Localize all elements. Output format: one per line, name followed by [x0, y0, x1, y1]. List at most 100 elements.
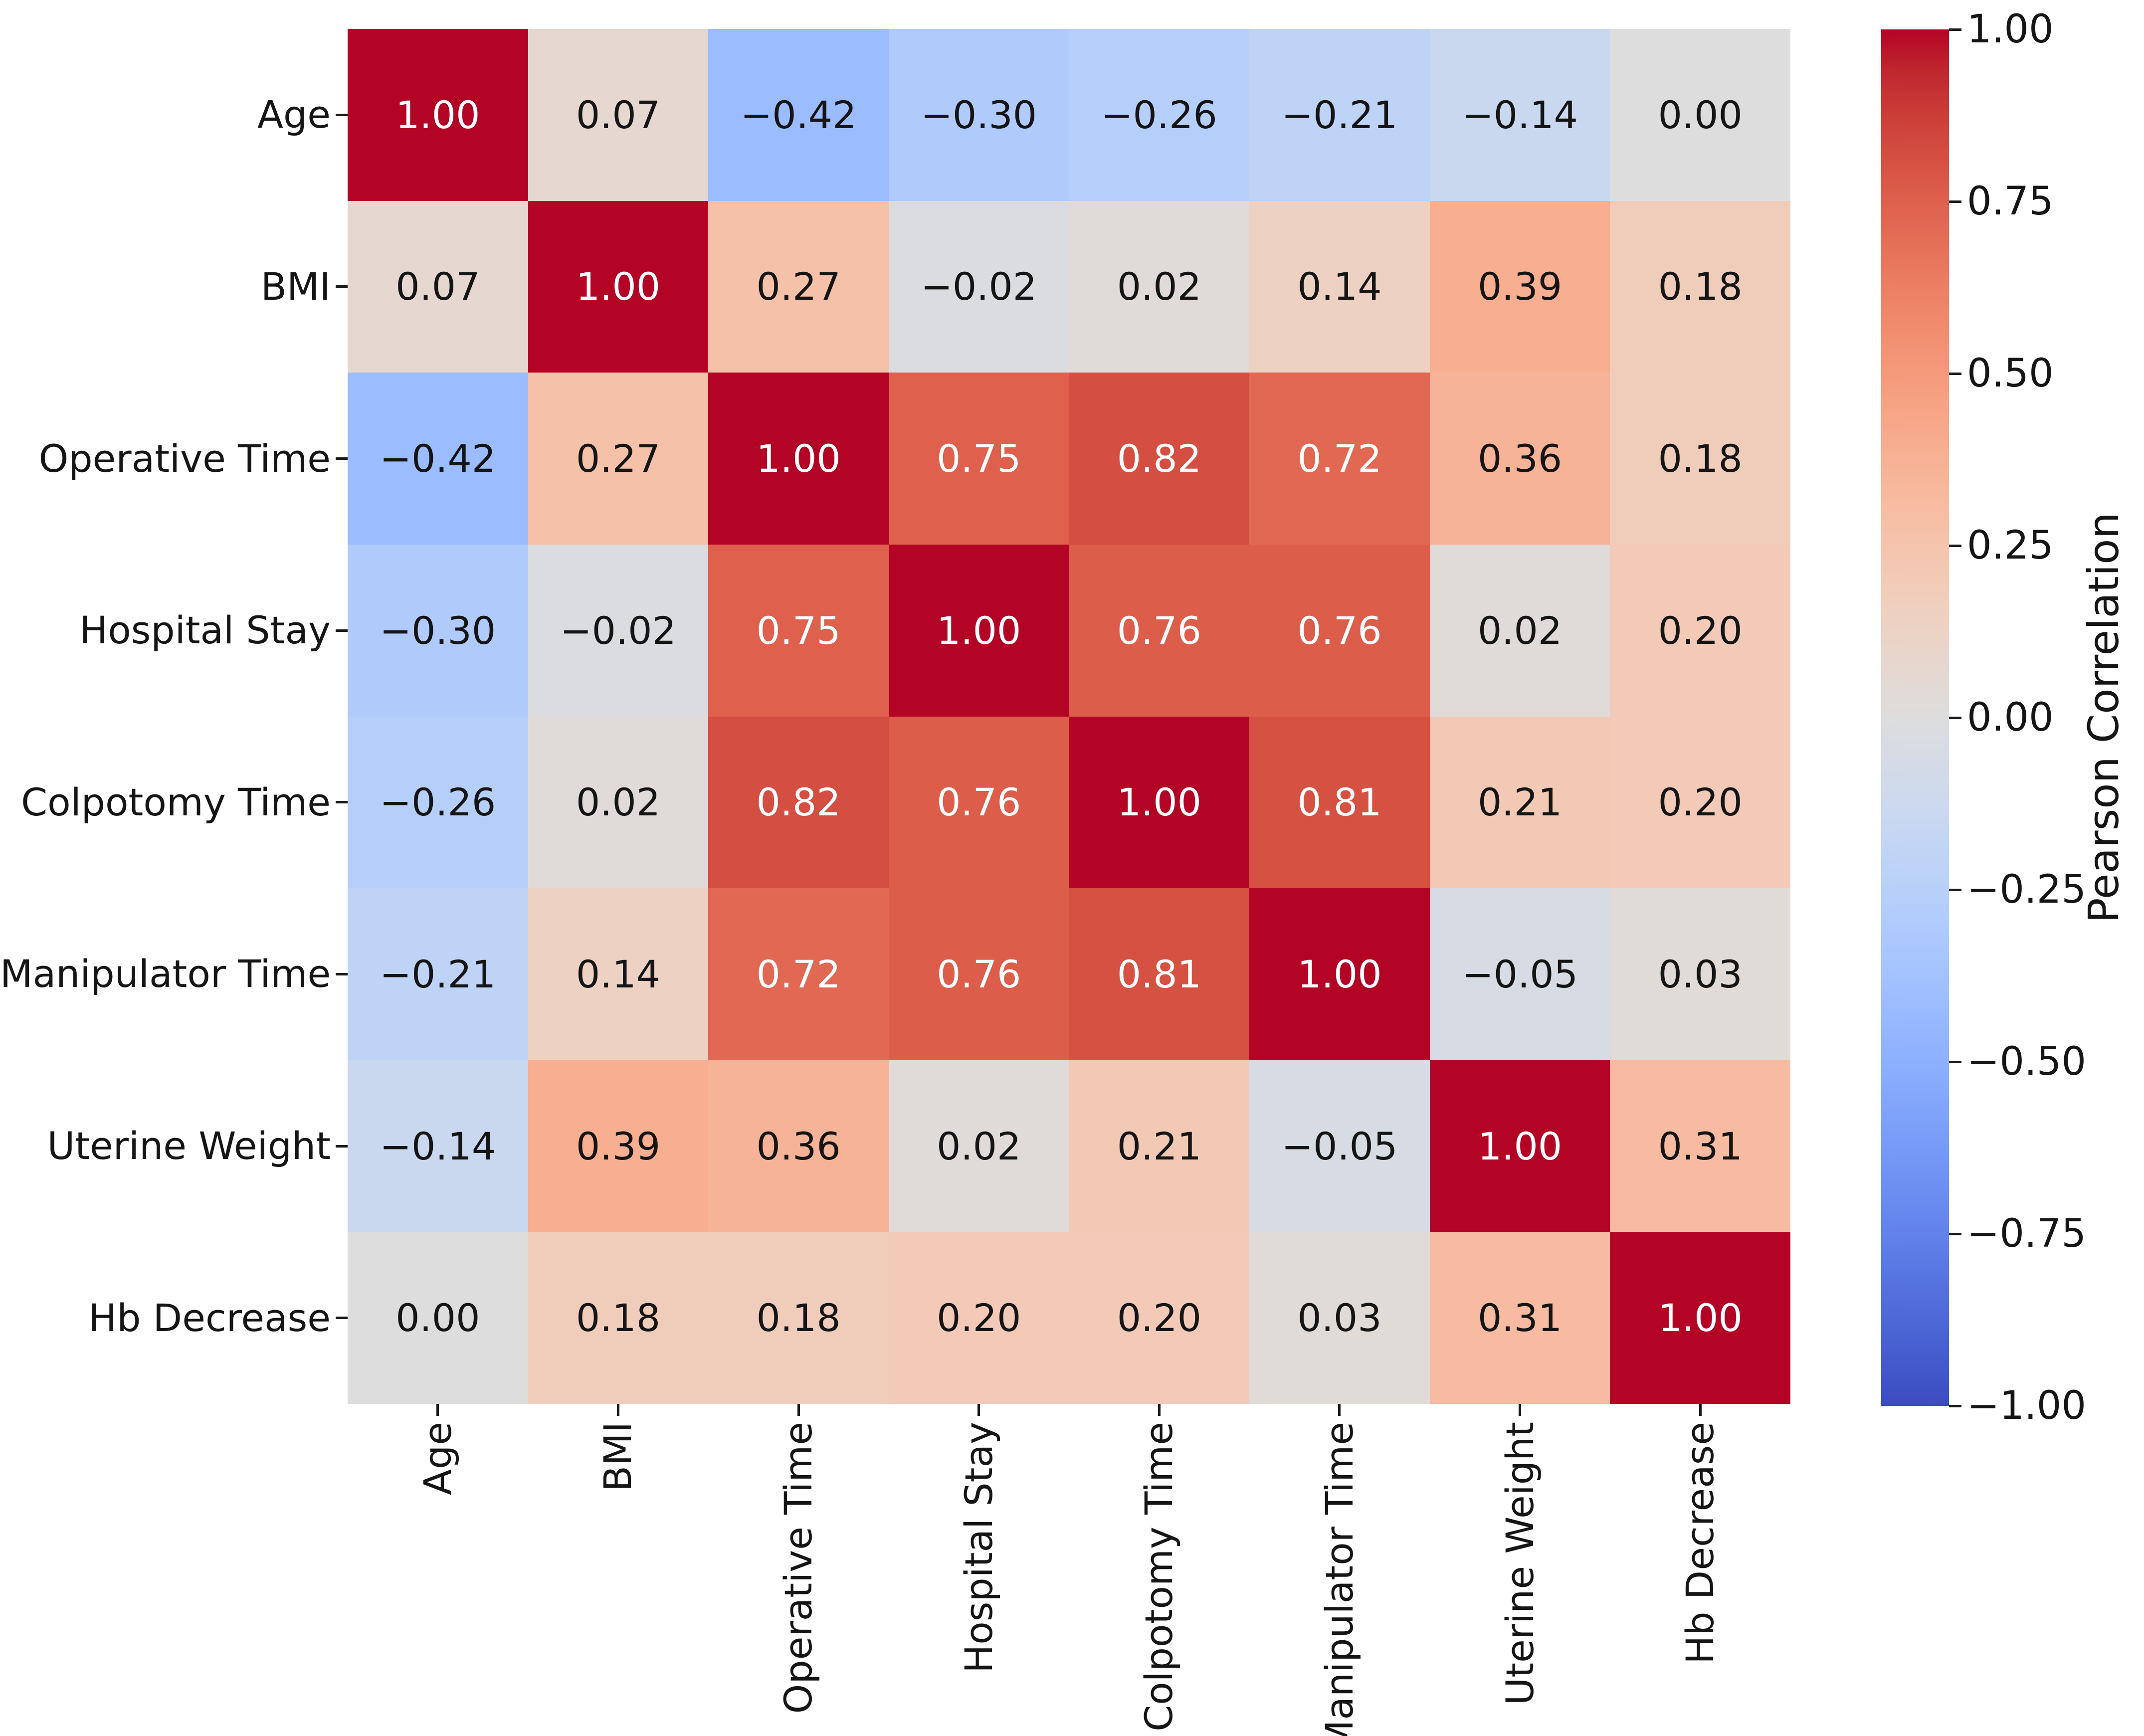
colorbar-tick-label: 1.00 [1967, 7, 2054, 52]
cell-value: 0.75 [756, 608, 841, 653]
x-axis-tick [1699, 1404, 1702, 1416]
x-axis-tick [977, 1404, 980, 1416]
cell-value: 0.02 [937, 1124, 1021, 1168]
cell-value: 0.20 [937, 1296, 1021, 1341]
y-axis-tick [336, 629, 348, 632]
cell-value: 0.31 [1658, 1124, 1743, 1168]
cell-value: 0.31 [1477, 1296, 1562, 1341]
heatmap-cell: 0.27 [528, 373, 709, 545]
heatmap-cell: 1.00 [1069, 716, 1250, 889]
cell-value: −0.30 [380, 608, 496, 653]
colorbar-tick-label: −0.75 [1967, 1211, 2087, 1256]
x-axis-label: Age [415, 1422, 460, 1495]
heatmap-cell: 1.00 [708, 373, 889, 545]
cell-value: 0.36 [756, 1124, 841, 1168]
cell-value: 1.00 [937, 608, 1021, 653]
heatmap-cell: 0.36 [1429, 373, 1610, 545]
cell-value: 0.82 [1117, 436, 1201, 481]
heatmap-cell: 0.07 [348, 200, 528, 373]
heatmap-cell: 0.03 [1610, 888, 1790, 1060]
y-axis-tick [336, 113, 348, 116]
heatmap-cell: 1.00 [528, 200, 709, 373]
cell-value: 0.02 [1117, 264, 1201, 309]
heatmap-cell: 0.31 [1610, 1060, 1790, 1232]
heatmap-cell: 0.00 [348, 1232, 528, 1404]
y-axis-label: Colpotomy Time [21, 779, 331, 824]
heatmap-cell: 0.72 [1249, 373, 1430, 545]
cell-value: 0.75 [937, 436, 1021, 481]
cell-value: 1.00 [1297, 952, 1382, 996]
cell-value: −0.42 [740, 92, 857, 137]
heatmap-cell: −0.02 [528, 544, 709, 717]
heatmap-cell: −0.26 [1069, 29, 1250, 201]
colorbar-tick-label: −0.25 [1967, 867, 2087, 912]
cell-value: −0.02 [560, 608, 676, 653]
cell-value: −0.21 [1281, 92, 1398, 137]
heatmap-cell: 0.27 [708, 200, 889, 373]
x-axis-tick [1519, 1404, 1522, 1416]
y-axis-label: Age [257, 92, 331, 137]
cell-value: 0.27 [756, 264, 841, 309]
heatmap-cell: 0.03 [1249, 1232, 1430, 1404]
heatmap-cell: 0.02 [888, 1060, 1069, 1232]
cell-value: 0.76 [1297, 608, 1382, 653]
cell-value: 0.72 [756, 952, 841, 996]
heatmap-cell: 0.20 [1069, 1232, 1250, 1404]
cell-value: 0.81 [1297, 780, 1382, 825]
colorbar-tick [1949, 888, 1961, 891]
cell-value: 0.02 [576, 780, 661, 825]
heatmap-cell: 0.20 [888, 1232, 1069, 1404]
cell-value: 0.18 [1658, 436, 1743, 481]
colorbar-tick [1949, 544, 1961, 547]
heatmap-cell: 0.07 [528, 29, 709, 201]
cell-value: 0.18 [1658, 264, 1743, 309]
heatmap-cell: −0.30 [348, 544, 528, 717]
colorbar-tick-label: −1.00 [1967, 1383, 2087, 1428]
heatmap-cell: 0.76 [888, 888, 1069, 1060]
cell-value: −0.05 [1462, 952, 1578, 996]
heatmap-cell: 0.76 [1249, 544, 1430, 717]
heatmap-cell: 0.76 [888, 716, 1069, 889]
y-axis-label: Manipulator Time [0, 952, 331, 996]
heatmap-cell: 0.02 [528, 716, 709, 889]
heatmap-cell: −0.26 [348, 716, 528, 889]
x-axis-tick [616, 1404, 619, 1416]
x-axis-tick [436, 1404, 439, 1416]
y-axis-tick [336, 1145, 348, 1148]
y-axis-label: Uterine Weight [47, 1124, 331, 1168]
heatmap-cell: 1.00 [1249, 888, 1430, 1060]
x-axis-label: Operative Time [776, 1422, 821, 1714]
cell-value: −0.26 [1101, 92, 1217, 137]
cell-value: 0.36 [1477, 436, 1562, 481]
cell-value: 0.14 [576, 952, 661, 996]
y-axis-label: Operative Time [38, 436, 331, 481]
heatmap-cell: 0.31 [1429, 1232, 1610, 1404]
heatmap-grid: 1.00 0.07 −0.42 −0.30 −0.26 −0.21 −0.14 0.00 0.0… [348, 29, 1790, 1404]
cell-value: 0.18 [756, 1296, 841, 1341]
cell-value: 1.00 [576, 264, 661, 309]
cell-value: −0.02 [921, 264, 1037, 309]
cell-value: −0.05 [1281, 1124, 1398, 1168]
heatmap-cell: 0.76 [1069, 544, 1250, 717]
cell-value: 0.07 [395, 264, 480, 309]
cell-value: 0.03 [1297, 1296, 1382, 1341]
heatmap-cell: −0.05 [1429, 888, 1610, 1060]
cell-value: 0.82 [756, 780, 841, 825]
heatmap-cell: 0.18 [1610, 200, 1790, 373]
cell-value: 0.21 [1477, 780, 1562, 825]
colorbar-tick-label: −0.50 [1967, 1039, 2087, 1084]
colorbar-tick [1949, 1060, 1961, 1063]
cell-value: 0.14 [1297, 264, 1382, 309]
y-axis-tick [336, 972, 348, 975]
colorbar-tick [1949, 200, 1961, 203]
heatmap-cell: −0.30 [888, 29, 1069, 201]
x-axis-tick [1158, 1404, 1161, 1416]
colorbar-tick [1949, 716, 1961, 719]
heatmap-cell: 0.20 [1610, 716, 1790, 889]
y-axis-tick [336, 1317, 348, 1320]
cell-value: 0.76 [937, 780, 1021, 825]
heatmap-cell: 0.39 [1429, 200, 1610, 373]
cell-value: 0.21 [1117, 1124, 1201, 1168]
heatmap-cell: 0.21 [1069, 1060, 1250, 1232]
